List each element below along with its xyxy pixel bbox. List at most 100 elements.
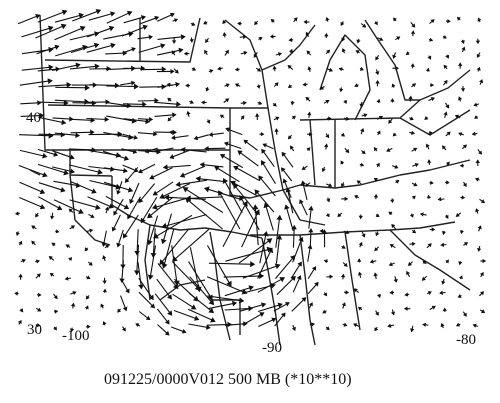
wind-arrow — [147, 196, 174, 219]
wind-arrow — [86, 26, 114, 38]
wind-arrow-head — [63, 100, 69, 106]
wind-arrow-head — [277, 302, 283, 308]
wind-arrow — [285, 205, 294, 231]
wind-arrow-head — [328, 116, 332, 121]
wind-arrow-head — [359, 103, 364, 108]
wind-arrow — [157, 263, 179, 289]
wind-arrow-head — [48, 64, 54, 71]
wind-arrow-head — [123, 167, 128, 174]
wind-arrow-head — [260, 132, 265, 137]
wind-arrow-head — [284, 204, 290, 210]
wind-arrow-head — [427, 159, 432, 163]
wind-arrow-head — [61, 9, 68, 16]
wind-arrow-head — [138, 168, 144, 174]
wind-arrow — [54, 26, 85, 41]
wind-arrow-head — [111, 226, 117, 232]
wind-arrow-head — [337, 213, 342, 217]
wind-arrow-head — [214, 166, 220, 171]
wind-arrow-head — [325, 16, 330, 21]
wind-arrow-head — [151, 203, 158, 210]
wind-arrow — [106, 102, 131, 107]
wind-arrow-head — [167, 117, 172, 122]
wind-arrow-head — [440, 242, 445, 248]
wind-arrow-head — [447, 19, 451, 24]
wind-arrow — [53, 180, 80, 187]
wind-arrow — [162, 214, 207, 228]
wind-arrow-head — [410, 328, 415, 333]
wind-arrow-head — [193, 135, 199, 141]
wind-arrow-head — [311, 266, 317, 271]
wind-arrow-head — [443, 79, 448, 85]
wind-arrow — [136, 244, 140, 275]
wind-arrow-head — [425, 143, 430, 148]
wind-arrow-head — [104, 206, 110, 211]
wind-arrow-head — [314, 281, 319, 287]
wind-arrow — [223, 178, 243, 213]
wind-arrow-head — [95, 204, 101, 210]
wind-arrow — [149, 167, 173, 179]
wind-arrow-head — [38, 292, 42, 298]
wind-arrow — [103, 181, 133, 192]
wind-arrow-head — [326, 49, 331, 54]
wind-arrow — [220, 154, 244, 169]
wind-arrow-head — [413, 182, 418, 187]
wind-arrow — [200, 163, 224, 168]
wind-arrow — [138, 183, 156, 203]
wind-arrow-head — [113, 210, 118, 216]
wind-arrow-head — [430, 97, 435, 102]
wind-arrow — [52, 117, 73, 120]
wind-arrow-head — [255, 113, 260, 117]
wind-arrow-head — [446, 131, 451, 136]
wind-arrow — [233, 183, 259, 215]
wind-arrow — [286, 188, 294, 214]
wind-arrow — [157, 36, 185, 40]
wind-arrow-head — [458, 261, 463, 266]
wind-arrow-head — [319, 228, 324, 234]
wind-arrow-head — [64, 276, 69, 281]
wind-arrow — [36, 45, 59, 55]
wind-arrow-head — [102, 288, 107, 293]
wind-arrow-head — [133, 134, 139, 140]
wind-arrow-head — [94, 63, 100, 70]
wind-arrow-head — [425, 67, 430, 72]
wind-arrow-head — [341, 48, 346, 53]
wind-arrow-head — [456, 16, 461, 21]
wind-arrow-head — [154, 148, 160, 154]
wind-arrow-head — [174, 69, 179, 74]
wind-arrow-head — [359, 66, 364, 71]
wind-arrow-head — [306, 50, 311, 55]
wind-arrow — [38, 182, 65, 192]
wind-arrow-head — [42, 172, 48, 178]
wind-arrow-head — [474, 115, 479, 119]
wind-arrow-head — [152, 190, 158, 196]
wind-arrow-head — [431, 227, 436, 232]
wind-arrow-head — [341, 302, 346, 307]
wind-arrow-head — [343, 262, 348, 267]
wind-arrow-head — [258, 175, 264, 181]
wind-arrow-head — [411, 241, 416, 247]
wind-arrow — [55, 45, 87, 57]
wind-arrow-head — [208, 299, 215, 306]
wind-arrow — [176, 179, 208, 186]
wind-arrow-head — [78, 208, 84, 215]
wind-arrow — [70, 180, 96, 193]
wind-arrow-head — [63, 169, 69, 176]
wind-arrow-head — [324, 143, 329, 148]
map-caption: 091225/0000V012 500 MB (*10**10) — [104, 371, 352, 388]
wind-arrow — [18, 164, 47, 177]
wind-arrow — [129, 182, 140, 204]
wind-arrow-head — [60, 23, 67, 30]
wind-arrow-head — [93, 42, 100, 49]
wind-arrow-head — [459, 230, 464, 235]
wind-arrow-head — [340, 21, 345, 27]
wind-arrow — [69, 65, 99, 70]
wind-arrow-head — [54, 309, 59, 314]
wind-arrow-head — [123, 155, 130, 161]
wind-arrow-head — [305, 182, 310, 187]
wind-arrow — [183, 187, 224, 213]
wind-arrow-head — [204, 49, 208, 54]
wind-arrow — [274, 255, 296, 279]
wind-arrow — [157, 83, 180, 88]
wind-arrow-head — [308, 302, 313, 307]
wind-arrow-head — [442, 35, 447, 39]
